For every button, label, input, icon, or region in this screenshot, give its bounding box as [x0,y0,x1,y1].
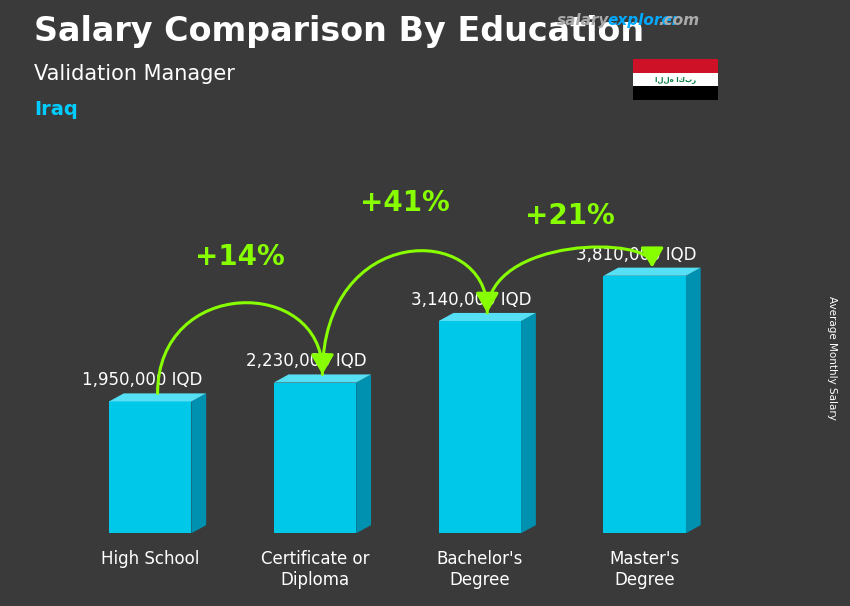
Text: salary: salary [557,13,609,28]
Text: .com: .com [659,13,700,28]
Text: +14%: +14% [196,243,285,271]
Text: +21%: +21% [524,202,615,230]
FancyArrowPatch shape [487,247,662,313]
Polygon shape [686,268,700,533]
Text: 2,230,000 IQD: 2,230,000 IQD [246,352,367,370]
Bar [274,382,356,533]
Text: explorer: explorer [608,13,680,28]
Polygon shape [109,393,207,401]
Bar [439,321,521,533]
Bar [633,59,718,73]
Polygon shape [521,313,536,533]
Bar [604,276,686,533]
Text: Average Monthly Salary: Average Monthly Salary [827,296,837,419]
Text: Validation Manager: Validation Manager [34,64,235,84]
Text: 3,810,000 IQD: 3,810,000 IQD [576,245,697,264]
Text: Salary Comparison By Education: Salary Comparison By Education [34,15,644,48]
Polygon shape [356,375,371,533]
Bar [633,86,718,100]
FancyArrowPatch shape [322,251,497,375]
Polygon shape [274,375,371,382]
Text: +41%: +41% [360,189,450,217]
Bar [109,401,191,533]
FancyArrowPatch shape [157,303,332,393]
Text: 3,140,000 IQD: 3,140,000 IQD [411,291,532,309]
Text: Iraq: Iraq [34,100,77,119]
Polygon shape [604,268,700,276]
Text: الله اكبر: الله اكبر [655,76,696,83]
Text: 1,950,000 IQD: 1,950,000 IQD [82,371,202,389]
Polygon shape [439,313,536,321]
Bar [633,73,718,86]
Polygon shape [191,393,207,533]
